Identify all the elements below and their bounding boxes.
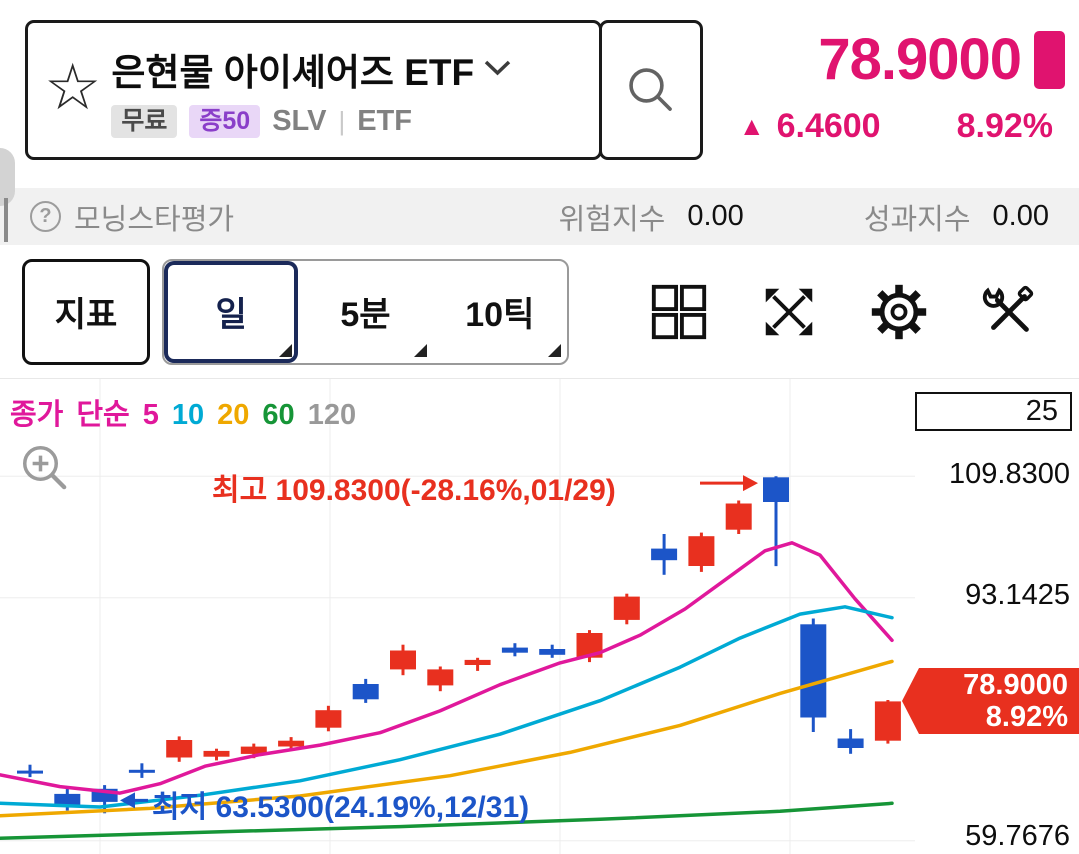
header: ☆ 은현물 아이셰어즈 ETF 무료 증50 SLV | ETF <box>0 0 1079 188</box>
zoom-in-icon[interactable] <box>16 439 72 495</box>
chart-legend: 종가 단순 5 10 20 60 120 <box>10 391 356 433</box>
axis-label-high: 109.8300 <box>949 458 1070 490</box>
grid-icon <box>651 284 707 339</box>
corner-triangle-icon <box>547 343 561 357</box>
settings-button[interactable] <box>867 280 931 344</box>
candle-count-box: 25 <box>915 392 1072 431</box>
favorite-star-icon[interactable]: ☆ <box>44 51 102 123</box>
badge-percent: 8.92% <box>985 701 1068 733</box>
legend-item-120[interactable]: 120 <box>307 399 357 431</box>
badge-free: 무료 <box>111 104 178 139</box>
edge-drawer-grip[interactable] <box>4 198 8 242</box>
chart-area: 종가 단순 5 10 20 60 120 최고 109.8300(-28.16%,01/… <box>0 378 1079 854</box>
drawing-tools-button[interactable] <box>977 280 1041 344</box>
period-5min-button[interactable]: 5분 <box>298 261 432 363</box>
corner-triangle-icon <box>279 343 293 357</box>
stock-selector-card[interactable]: ☆ 은현물 아이셰어즈 ETF 무료 증50 SLV | ETF <box>25 20 602 160</box>
current-price-badge: 78.9000 8.92% <box>902 668 1079 734</box>
security-type: ETF <box>357 105 412 137</box>
period-10tick-label: 10틱 <box>465 296 535 334</box>
settings-gear-icon <box>871 284 927 339</box>
grid-layout-button[interactable] <box>647 280 711 344</box>
price-change-percent: 8.92% <box>956 107 1053 145</box>
current-price: 78.9000 <box>818 27 1022 92</box>
axis-label-low: 59.7676 <box>965 820 1070 852</box>
tools-icon <box>982 285 1034 332</box>
period-5min-label: 5분 <box>340 296 391 334</box>
legend-ma-type: 단순 <box>76 399 130 431</box>
chart-legend-series: 5 10 20 60 120 <box>143 399 356 432</box>
indicator-button[interactable]: 지표 <box>22 258 150 365</box>
badge-margin50: 증50 <box>189 104 261 139</box>
stock-title: 은현물 아이셰어즈 ETF <box>111 51 475 93</box>
info-bar: ? 모닝스타평가 위험지수 0.00 성과지수 0.00 <box>0 188 1079 245</box>
performance-index-value: 0.00 <box>992 200 1049 232</box>
price-change: 6.4600 <box>776 107 881 145</box>
price-candle-indicator <box>1034 30 1065 89</box>
ticker-symbol: SLV <box>272 105 327 137</box>
legend-price-type: 종가 <box>10 399 64 431</box>
low-annotation: 최저 63.5300(24.19%,12/31) <box>152 791 530 824</box>
fullscreen-button[interactable] <box>757 280 821 344</box>
period-daily-label: 일 <box>215 296 247 334</box>
chevron-down-icon[interactable] <box>484 60 511 77</box>
legend-item-5[interactable]: 5 <box>142 399 159 431</box>
corner-triangle-icon <box>413 343 427 357</box>
badge-price: 78.9000 <box>963 668 1068 701</box>
legend-item-60[interactable]: 60 <box>262 399 295 431</box>
price-chart[interactable] <box>0 379 915 854</box>
question-circle-icon[interactable]: ? <box>30 201 61 232</box>
expand-icon <box>765 288 813 335</box>
search-icon <box>629 68 672 111</box>
stock-title-block: 은현물 아이셰어즈 ETF 무료 증50 SLV | ETF <box>111 42 511 139</box>
legend-item-10[interactable]: 10 <box>171 399 205 431</box>
high-annotation: 최고 109.8300(-28.16%,01/29) <box>212 474 616 507</box>
edge-drawer-handle[interactable] <box>0 148 15 206</box>
period-10tick-button[interactable]: 10틱 <box>433 261 567 363</box>
performance-index-label: 성과지수 <box>863 203 971 236</box>
period-selector: 일 5분 10틱 <box>162 258 569 365</box>
up-triangle-icon: ▲ <box>738 111 765 141</box>
period-daily-button[interactable]: 일 <box>164 261 298 363</box>
chart-toolbar: 지표 일 5분 10틱 <box>0 245 1079 378</box>
tag-divider: | <box>338 106 346 136</box>
search-button[interactable] <box>599 20 703 160</box>
morningstar-label: 모닝스타평가 <box>74 203 235 236</box>
risk-index-label: 위험지수 <box>558 203 666 236</box>
axis-label-mid: 93.1425 <box>965 579 1070 611</box>
legend-item-20[interactable]: 20 <box>217 399 250 431</box>
price-block: 78.9000 ▲ 6.4600 8.92% <box>703 20 1079 146</box>
risk-index-value: 0.00 <box>687 200 744 232</box>
